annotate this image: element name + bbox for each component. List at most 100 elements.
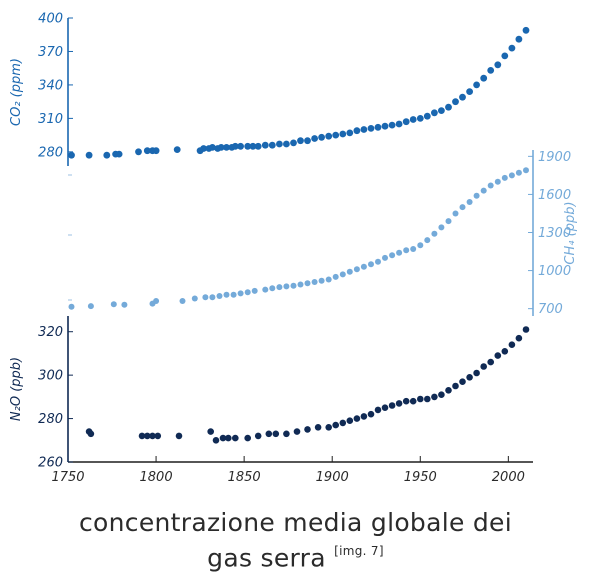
co2-point: [68, 151, 75, 159]
n2o-point: [225, 434, 232, 442]
ch4-point: [346, 268, 353, 275]
co2-point: [480, 74, 488, 82]
n2o-point: [522, 326, 530, 333]
ch4-point: [353, 266, 360, 273]
co2-point: [115, 150, 123, 158]
n2o-point: [381, 404, 389, 412]
x-tick-label-2000: 2000: [492, 470, 525, 485]
ch4-point: [459, 204, 466, 211]
ch4-point: [269, 285, 276, 292]
co2-point: [103, 151, 111, 159]
co2-point: [152, 147, 160, 155]
co2-point: [522, 26, 530, 34]
ch4-point: [382, 254, 388, 261]
co2-point: [254, 142, 262, 150]
n2o-point: [409, 397, 417, 405]
co2-point: [508, 44, 516, 52]
co2-point: [276, 140, 283, 148]
ch4-point: [473, 192, 480, 199]
n2o-point: [304, 426, 311, 433]
ch4-point: [179, 298, 186, 304]
x-tick-label-1750: 1750: [51, 470, 84, 485]
n2o-point: [207, 428, 214, 435]
n2o-point: [154, 432, 162, 440]
ch4-tick-label-1000: 1000: [538, 264, 571, 279]
ch4-point: [110, 301, 117, 308]
n2o-point: [466, 374, 473, 381]
co2-point: [200, 145, 208, 152]
ch4-point: [304, 280, 311, 287]
co2-point: [395, 120, 403, 128]
n2o-point: [219, 434, 227, 442]
axes-layer: 1750 1800 1850 1900 1950 2000 280 310 340 370 400 C…: [9, 12, 578, 486]
greenhouse-gas-chart: 1750 1800 1850 1900 1950 2000 280 310 340 370 400 C…: [9, 12, 578, 486]
n2o-point: [452, 382, 459, 390]
x-tick-label-1850: 1850: [228, 470, 261, 485]
ch4-point: [276, 284, 283, 291]
x-tick-label-1800: 1800: [140, 470, 173, 485]
ch4-point: [375, 258, 381, 265]
co2-tick-label-370: 370: [38, 45, 63, 60]
n2o-tick-label-300: 300: [38, 369, 63, 384]
n2o-tick-label-280: 280: [38, 412, 63, 427]
n2o-point: [283, 430, 290, 438]
ch4-point: [290, 282, 297, 289]
co2-point: [438, 107, 445, 114]
ch4-point: [262, 286, 269, 293]
n2o-point: [346, 417, 354, 425]
ch4-point: [251, 287, 258, 294]
n2o-point: [388, 402, 396, 409]
n2o-point: [438, 391, 445, 399]
co2-point: [217, 144, 225, 151]
n2o-point: [508, 341, 516, 349]
co2-tick-label-280: 280: [38, 145, 63, 160]
ch4-point: [389, 252, 396, 259]
co2-point: [409, 116, 417, 123]
n2o-point: [144, 432, 151, 440]
n2o-point: [402, 397, 410, 405]
ch4-point: [410, 246, 417, 252]
co2-tick-label-310: 310: [38, 112, 63, 127]
ch4-point: [360, 263, 367, 270]
ch4-point: [153, 298, 160, 304]
n2o-point: [254, 432, 262, 440]
co2-point: [135, 148, 142, 156]
ch4-point: [325, 276, 332, 283]
ch4-tick-label-1900: 1900: [538, 150, 571, 165]
co2-point: [311, 135, 318, 142]
caption-line-2: gas serra [img. 7]: [0, 538, 591, 573]
co2-point: [290, 139, 297, 147]
n2o-point: [353, 415, 361, 422]
co2-point: [367, 124, 375, 132]
co2-point: [402, 118, 410, 126]
co2-point: [268, 141, 276, 149]
ch4-point: [487, 182, 494, 189]
n2o-point: [149, 432, 156, 440]
ch4-point: [191, 295, 198, 302]
n2o-point: [395, 400, 403, 407]
ch4-point: [431, 230, 438, 237]
n2o-point: [244, 434, 251, 442]
n2o-point: [293, 428, 301, 435]
n2o-point: [339, 419, 347, 427]
ch4-point: [403, 247, 410, 254]
ch4-point: [121, 301, 128, 308]
ch4-point: [523, 167, 529, 174]
co2-point: [339, 130, 347, 138]
n2o-axis-title: N₂O (ppb): [9, 357, 24, 421]
ch4-point: [283, 283, 290, 290]
ch4-point: [318, 277, 325, 284]
ch4-point: [515, 169, 522, 176]
n2o-point: [424, 395, 431, 403]
x-tick-label-1950: 1950: [404, 470, 437, 485]
co2-point: [85, 151, 93, 159]
ch4-axis-title: CH₄ (ppb): [563, 201, 578, 264]
ch4-point: [368, 261, 374, 268]
co2-point: [332, 131, 340, 139]
co2-point: [459, 93, 466, 101]
n2o-point: [232, 434, 239, 442]
co2-point: [231, 142, 239, 150]
co2-point: [318, 133, 325, 141]
n2o-point: [417, 395, 424, 403]
ch4-point: [438, 224, 445, 231]
